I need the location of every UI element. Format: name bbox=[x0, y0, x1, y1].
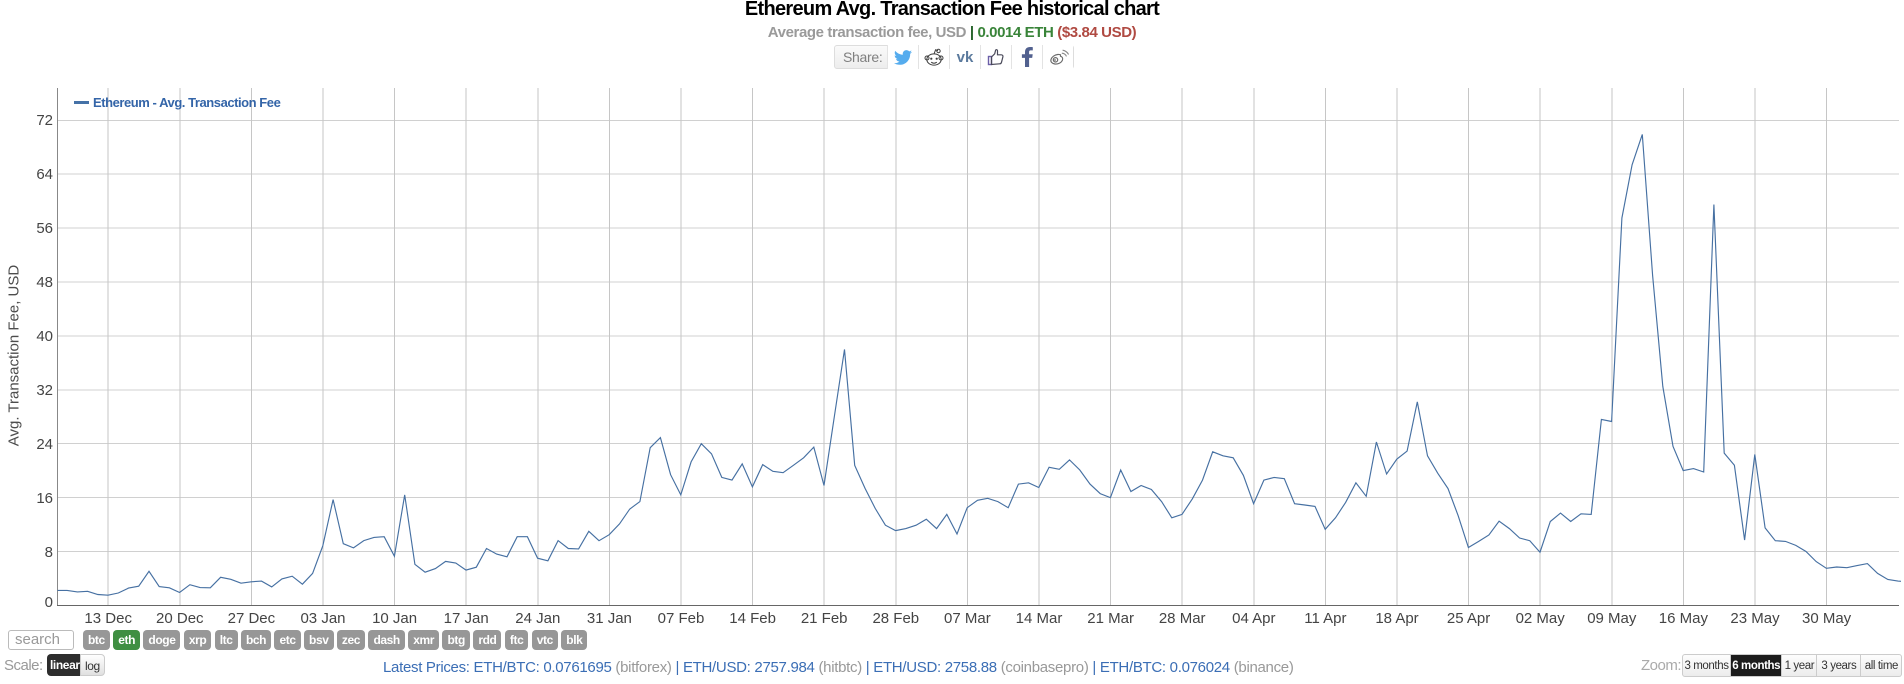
svg-text:vk: vk bbox=[957, 50, 974, 64]
